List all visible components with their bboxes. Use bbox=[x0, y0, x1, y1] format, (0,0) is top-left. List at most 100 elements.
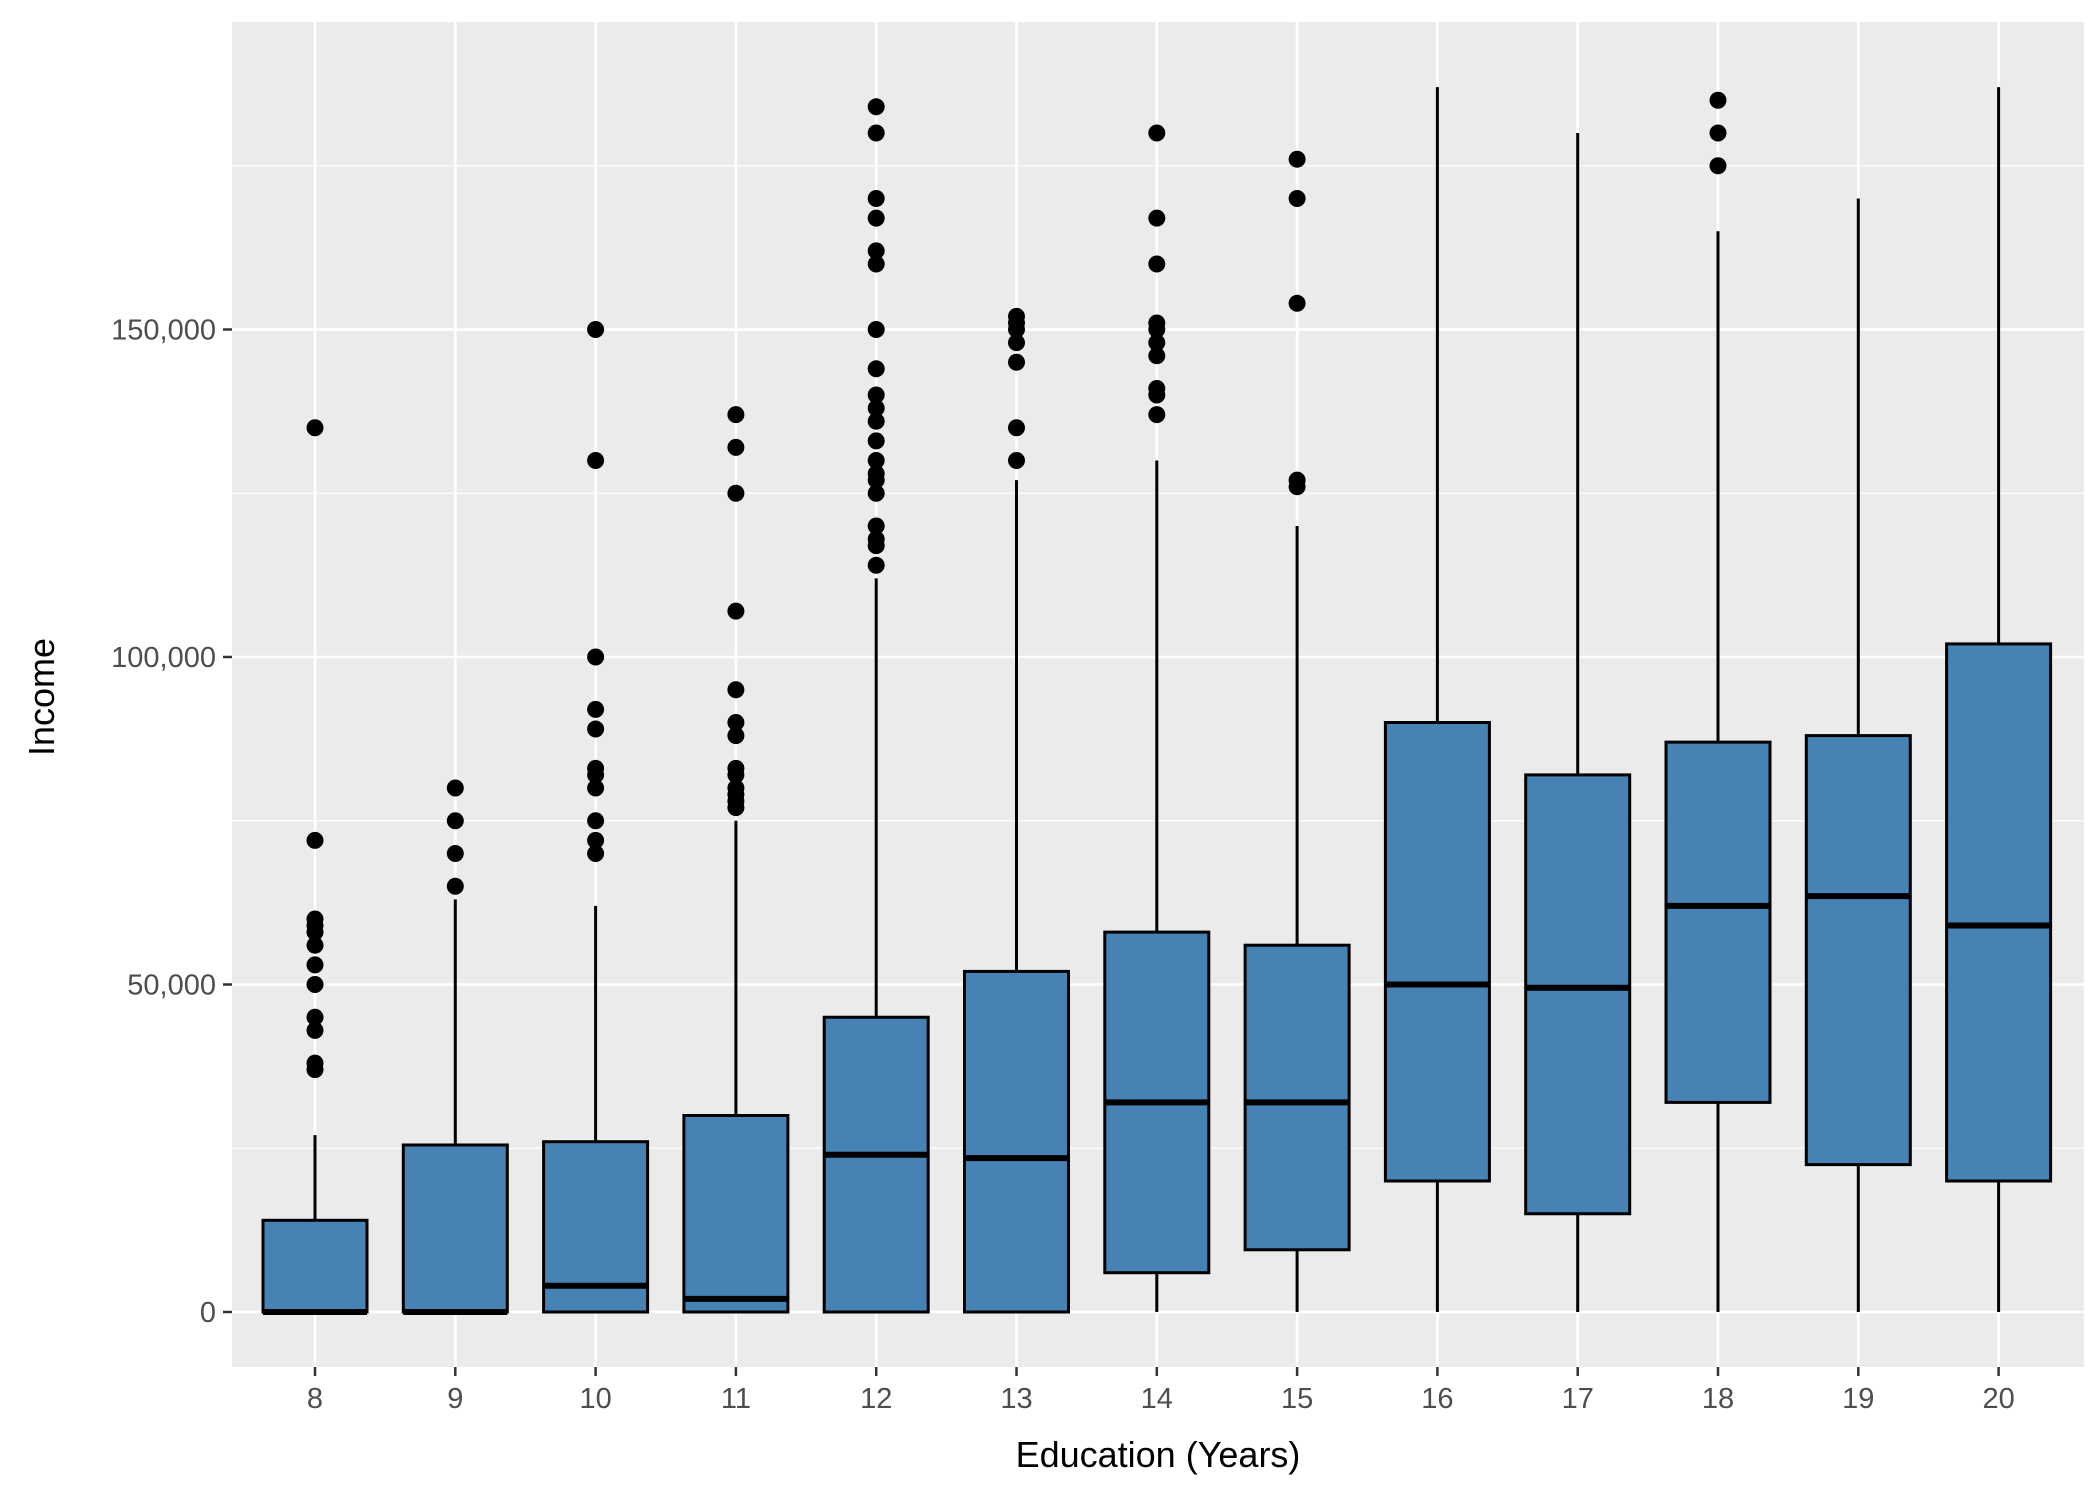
box-iqr bbox=[822, 1015, 930, 1314]
y-tick-label: 50,000 bbox=[127, 970, 216, 1002]
box-12 bbox=[822, 98, 930, 1314]
box-18 bbox=[1664, 91, 1772, 1312]
x-tick-label: 8 bbox=[307, 1383, 323, 1415]
box-iqr bbox=[1383, 721, 1491, 1183]
outlier-point bbox=[867, 386, 885, 404]
x-tick-label: 14 bbox=[1141, 1383, 1173, 1415]
outlier-point bbox=[587, 648, 605, 666]
y-tick-label: 100,000 bbox=[111, 642, 216, 674]
outlier-point bbox=[1709, 91, 1727, 109]
outlier-point bbox=[1148, 406, 1166, 424]
outlier-point bbox=[306, 1054, 324, 1072]
outlier-point bbox=[306, 831, 324, 849]
outlier-point bbox=[446, 877, 464, 895]
y-axis: 0 50,000 100,000 150,000 bbox=[111, 315, 232, 1329]
outlier-point bbox=[727, 484, 745, 502]
box-19 bbox=[1804, 198, 1912, 1312]
outlier-point bbox=[1148, 334, 1166, 352]
outlier-point bbox=[867, 412, 885, 430]
y-tick-label: 0 bbox=[200, 1297, 216, 1329]
outlier-point bbox=[306, 419, 324, 437]
box-16 bbox=[1383, 87, 1491, 1312]
outlier-point bbox=[867, 399, 885, 417]
outlier-point bbox=[587, 779, 605, 797]
x-tick-label: 11 bbox=[721, 1383, 751, 1415]
outlier-point bbox=[727, 438, 745, 456]
outlier-point bbox=[1148, 347, 1166, 365]
outlier-point bbox=[867, 432, 885, 450]
box-iqr bbox=[401, 1143, 509, 1314]
outlier-point bbox=[1008, 452, 1025, 469]
outlier-point bbox=[727, 406, 745, 424]
box-10 bbox=[542, 321, 650, 1314]
outlier-point bbox=[587, 700, 605, 718]
outlier-point bbox=[867, 124, 885, 142]
outlier-point bbox=[867, 556, 885, 574]
outlier-point bbox=[1008, 334, 1025, 352]
outlier-point bbox=[587, 831, 605, 849]
outlier-point bbox=[1148, 255, 1166, 273]
outlier-point bbox=[1008, 419, 1025, 437]
outlier-point bbox=[867, 242, 885, 260]
outlier-point bbox=[446, 779, 464, 797]
outlier-point bbox=[1148, 124, 1166, 142]
outlier-point bbox=[727, 759, 745, 777]
box-iqr bbox=[1945, 642, 2053, 1183]
x-tick-label: 13 bbox=[1000, 1383, 1032, 1415]
outlier-point bbox=[727, 602, 745, 620]
box-20 bbox=[1945, 87, 2053, 1312]
outlier-point bbox=[1008, 307, 1025, 325]
x-axis-title: Education (Years) bbox=[1016, 1434, 1301, 1475]
outlier-point bbox=[1148, 314, 1166, 332]
y-axis-title: Income bbox=[21, 638, 62, 756]
box-iqr bbox=[1243, 943, 1351, 1252]
outlier-point bbox=[587, 759, 605, 777]
outlier-point bbox=[1709, 124, 1727, 142]
x-tick-label: 16 bbox=[1421, 1383, 1453, 1415]
outlier-point bbox=[727, 714, 745, 731]
box-14 bbox=[1103, 124, 1211, 1312]
outlier-point bbox=[727, 779, 745, 797]
outlier-point bbox=[867, 530, 885, 548]
outlier-point bbox=[306, 976, 324, 993]
outlier-point bbox=[1008, 353, 1025, 371]
x-tick-label: 12 bbox=[860, 1383, 892, 1415]
y-tick-label: 150,000 bbox=[111, 315, 216, 347]
box-15 bbox=[1243, 150, 1351, 1312]
outlier-point bbox=[867, 98, 885, 116]
outlier-point bbox=[587, 720, 605, 738]
outlier-point bbox=[867, 190, 885, 207]
outlier-point bbox=[1288, 471, 1306, 489]
x-tick-label: 15 bbox=[1281, 1383, 1313, 1415]
box-17 bbox=[1524, 133, 1632, 1312]
outlier-point bbox=[867, 452, 885, 469]
outlier-point bbox=[306, 1021, 324, 1039]
x-tick-label: 19 bbox=[1842, 1383, 1874, 1415]
box-13 bbox=[963, 307, 1070, 1314]
box-iqr bbox=[682, 1114, 790, 1314]
x-tick-label: 20 bbox=[1982, 1383, 2014, 1415]
outlier-point bbox=[867, 517, 885, 535]
box-iqr bbox=[1664, 740, 1772, 1104]
outlier-point bbox=[867, 360, 885, 378]
x-axis: 8 9 10 11 12 13 14 15 16 17 18 19 20 bbox=[307, 1367, 2015, 1415]
outlier-point bbox=[867, 484, 885, 502]
outlier-point bbox=[446, 812, 464, 830]
box-iqr bbox=[963, 969, 1070, 1314]
outlier-point bbox=[727, 681, 745, 699]
x-tick-label: 17 bbox=[1562, 1383, 1594, 1415]
outlier-point bbox=[1288, 294, 1306, 312]
outlier-point bbox=[727, 727, 745, 745]
outlier-point bbox=[587, 452, 605, 469]
box-9 bbox=[401, 779, 509, 1315]
outlier-point bbox=[306, 956, 324, 974]
box-series bbox=[261, 87, 2053, 1315]
outlier-point bbox=[1288, 150, 1306, 168]
outlier-point bbox=[306, 910, 324, 928]
outlier-point bbox=[1148, 209, 1166, 227]
outlier-point bbox=[867, 321, 885, 338]
outlier-point bbox=[306, 1008, 324, 1026]
outlier-point bbox=[446, 845, 464, 862]
